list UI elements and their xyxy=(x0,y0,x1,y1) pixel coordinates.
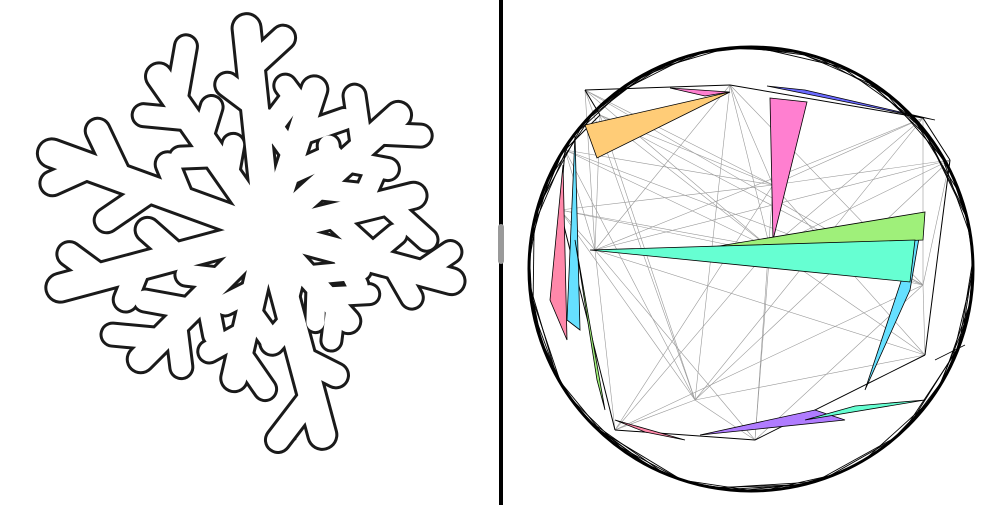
domain-outline xyxy=(35,12,467,454)
splitter-handle[interactable] xyxy=(498,224,504,264)
disk-map-pane[interactable] xyxy=(505,0,1000,505)
highlighted-triangles xyxy=(549,85,966,441)
unit-disk-boundary xyxy=(527,45,975,493)
mesh-domain-canvas[interactable] xyxy=(0,0,497,505)
mesh-domain-pane[interactable] xyxy=(0,0,497,505)
disk-map-canvas[interactable] xyxy=(505,0,1000,505)
pane-splitter[interactable] xyxy=(497,0,505,505)
